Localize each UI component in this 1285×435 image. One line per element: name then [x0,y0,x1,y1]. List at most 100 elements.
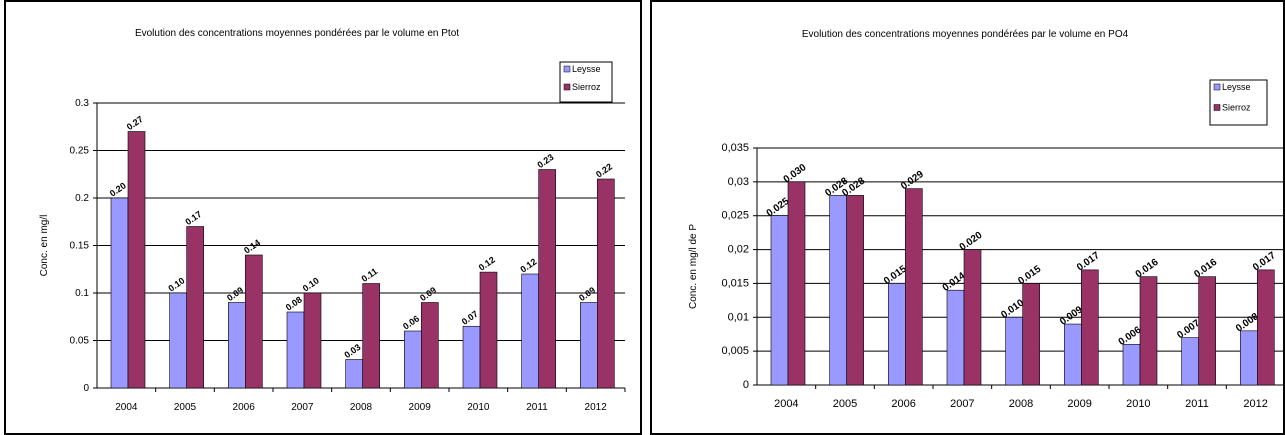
x-tick-label: 2010 [467,402,490,413]
bar-leysse [462,325,481,389]
x-tick-label: 2011 [526,402,548,413]
x-tick-label: 2012 [1243,398,1267,410]
x-tick-label: 2011 [1185,398,1209,410]
bar-sierroz [846,195,864,386]
bar-leysse [829,195,847,386]
x-tick-label: 2009 [409,402,432,413]
y-tick-label: 0,025 [721,210,749,222]
bar-sierroz [245,254,263,389]
data-label: 0.14 [242,237,262,255]
x-tick-label: 2004 [774,398,798,410]
y-tick-label: 0,005 [721,345,749,357]
bar-sierroz [1139,276,1158,386]
legend-swatch [563,65,571,73]
y-tick-label: 0.1 [75,288,89,299]
bar-leysse [1240,330,1258,386]
bar-leysse [345,359,363,389]
bar-leysse [946,289,965,386]
bar-sierroz [479,271,498,389]
bar-sierroz [963,249,982,386]
chart-title: Evolution des concentrations moyennes po… [135,28,459,39]
data-label: 0.23 [535,152,555,170]
chart-frame [650,0,1285,435]
data-label: 0.22 [594,161,614,179]
bar-sierroz [186,226,204,389]
data-label: 0.20 [108,180,128,198]
bar-leysse [110,197,129,389]
x-tick-label: 2005 [174,402,197,413]
x-tick-label: 2007 [950,398,974,410]
x-tick-label: 2005 [833,398,857,410]
x-tick-label: 2008 [1009,398,1033,410]
data-label: 0.09 [418,285,438,303]
x-tick-label: 2012 [585,402,608,413]
bar-leysse [888,283,906,386]
legend-swatch [1213,83,1221,91]
x-tick-label: 2006 [233,402,256,413]
bar-sierroz [1198,276,1216,386]
legend-label: Leysse [572,64,601,74]
data-label: 0.10 [166,275,186,293]
y-tick-label: 0,01 [728,311,749,323]
bar-leysse [1122,344,1141,386]
y-tick-label: 0,035 [721,142,749,154]
bar-leysse [521,273,539,389]
chart-panel-ptot: Evolution des concentrations moyennes po… [4,0,642,435]
y-tick-label: 0,03 [728,176,749,188]
chart-frame [4,0,642,435]
data-label: 0.12 [477,255,497,273]
y-tick-label: 0.05 [70,336,90,347]
legend-swatch [563,83,571,91]
bar-sierroz [1257,269,1275,386]
data-label: 0.12 [518,256,538,274]
bar-leysse [1005,316,1023,386]
y-tick-label: 0.15 [70,241,90,252]
data-label: 0.11 [360,266,380,284]
y-axis-label: Conc. en mg/l de P [688,224,699,309]
bar-sierroz [362,283,380,389]
x-tick-label: 2004 [115,402,138,413]
bar-leysse [169,292,187,389]
bar-leysse [580,302,598,389]
data-label: 0.08 [284,294,304,312]
data-label: 0.09 [577,285,597,303]
bar-sierroz [1022,283,1040,386]
y-tick-label: 0 [743,379,749,391]
data-label: 0.07 [460,309,480,327]
bar-sierroz [597,178,615,389]
bar-sierroz [905,188,923,386]
bar-sierroz [1081,269,1099,386]
legend-label: Sierroz [572,82,601,92]
data-label: 0.27 [125,114,145,132]
data-label: 0.10 [301,275,321,293]
legend-label: Sierroz [1222,103,1251,113]
bar-leysse [228,302,246,389]
chart-title: Evolution des concentrations moyennes po… [802,29,1129,40]
bar-leysse [1181,337,1199,386]
bar-leysse [286,311,305,389]
y-tick-label: 0.25 [70,146,90,157]
bar-sierroz [421,302,439,389]
x-tick-label: 2010 [1126,398,1150,410]
bar-sierroz [787,181,806,386]
bar-sierroz [303,292,322,389]
y-tick-label: 0,015 [721,277,749,289]
bar-sierroz [538,169,556,389]
bar-sierroz [127,131,146,389]
data-label: 0.06 [401,313,421,331]
bar-leysse [1064,323,1082,386]
chart-po4: Evolution des concentrations moyennes po… [688,29,1285,410]
y-tick-label: 0 [83,383,89,394]
y-tick-label: 0.2 [75,193,89,204]
y-axis-label: Conc. en mg/l [39,215,50,277]
x-tick-label: 2006 [891,398,915,410]
data-label: 0.17 [183,209,203,227]
x-tick-label: 2008 [350,402,373,413]
legend-label: Leysse [1222,82,1251,92]
x-tick-label: 2009 [1067,398,1091,410]
chart-panel-po4: Evolution des concentrations moyennes po… [650,0,1285,435]
bar-leysse [770,215,789,386]
data-label: 0.03 [342,342,362,360]
data-label: 0.09 [225,285,245,303]
x-tick-label: 2007 [291,402,314,413]
